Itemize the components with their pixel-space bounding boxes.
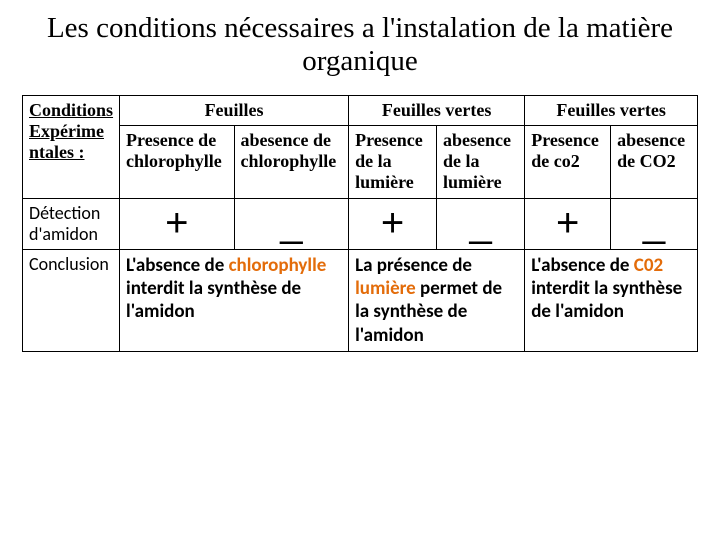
header-col0-l3: ntales : [29, 142, 85, 162]
concl-a-post: interdit la synthèse de l'amidon [126, 277, 301, 323]
sub-c2: abesence de CO2 [611, 125, 698, 198]
header-col3: Feuilles vertes [525, 95, 698, 125]
concl-c-pre: L'absence de [531, 254, 634, 277]
concl-b-pre: La présence de [355, 254, 472, 277]
sub-b2: abesence de la lumière [436, 125, 524, 198]
sub-c1: Presence de co2 [525, 125, 611, 198]
concl-b-orange: lumière [355, 277, 416, 300]
sign-b2: _ [436, 198, 524, 249]
concl-a: L'absence de chlorophylle interdit la sy… [120, 250, 349, 352]
concl-c: L'absence de C02 interdit la synthèse de… [525, 250, 698, 352]
sign-a1: + [120, 198, 235, 249]
concl-c-orange: C02 [634, 254, 663, 277]
sign-a2: _ [234, 198, 349, 249]
sign-c2: _ [611, 198, 698, 249]
header-col2: Feuilles vertes [349, 95, 525, 125]
sub-b1: Presence de la lumière [349, 125, 437, 198]
concl-a-pre: L'absence de [126, 254, 229, 277]
sign-c1: + [525, 198, 611, 249]
row-detection-label: Détection d'amidon [23, 198, 120, 249]
concl-a-orange: chlorophylle [229, 254, 327, 277]
row-conclusion-label: Conclusion [23, 250, 120, 352]
header-col0-l1: Conditions [29, 100, 113, 120]
concl-c-post: interdit la synthèse de l'amidon [531, 277, 682, 323]
header-col1: Feuilles [120, 95, 349, 125]
header-col0: Conditions Expérime ntales : [23, 95, 120, 198]
sign-b1: + [349, 198, 437, 249]
slide-title: Les conditions nécessaires a l'instalati… [22, 12, 698, 79]
sub-a2: abesence de chlorophylle [234, 125, 349, 198]
sub-a1: Presence de chlorophylle [120, 125, 235, 198]
main-table: Conditions Expérime ntales : Feuilles Fe… [22, 95, 698, 352]
header-col0-l2: Expérime [29, 121, 104, 141]
concl-b: La présence de lumière permet de la synt… [349, 250, 525, 352]
